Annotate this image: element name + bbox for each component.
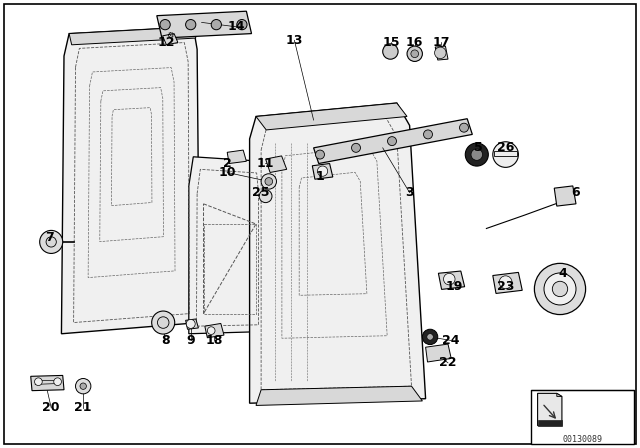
Text: 11: 11 — [257, 157, 275, 170]
Circle shape — [40, 230, 63, 254]
Polygon shape — [157, 11, 252, 38]
Circle shape — [35, 378, 42, 386]
Circle shape — [424, 130, 433, 139]
Polygon shape — [493, 272, 522, 293]
Circle shape — [422, 329, 438, 345]
Text: 12: 12 — [157, 36, 175, 49]
Circle shape — [160, 20, 170, 30]
Text: 26: 26 — [497, 141, 515, 155]
Circle shape — [152, 311, 175, 334]
Polygon shape — [256, 386, 422, 405]
Circle shape — [435, 47, 446, 59]
Polygon shape — [189, 157, 266, 334]
Circle shape — [157, 317, 169, 328]
Circle shape — [317, 166, 328, 176]
Polygon shape — [554, 186, 576, 206]
Polygon shape — [426, 344, 451, 362]
Circle shape — [493, 142, 518, 168]
Text: 6: 6 — [572, 186, 580, 199]
Polygon shape — [250, 103, 426, 403]
Text: 8: 8 — [161, 334, 170, 347]
Circle shape — [316, 150, 324, 159]
Text: 1: 1 — [316, 170, 324, 184]
Circle shape — [186, 20, 196, 30]
Polygon shape — [438, 271, 465, 289]
Polygon shape — [312, 164, 333, 179]
Circle shape — [207, 327, 215, 335]
Text: 9: 9 — [186, 334, 195, 347]
Text: 14: 14 — [228, 20, 246, 34]
Text: 00130089: 00130089 — [563, 435, 602, 444]
Text: 19: 19 — [445, 280, 463, 293]
Polygon shape — [538, 393, 562, 426]
Circle shape — [552, 281, 568, 297]
Circle shape — [186, 319, 195, 328]
Polygon shape — [538, 420, 562, 426]
Circle shape — [211, 20, 221, 30]
Text: 21: 21 — [74, 401, 92, 414]
Text: 7: 7 — [45, 231, 54, 244]
Circle shape — [259, 190, 272, 202]
Circle shape — [499, 276, 512, 289]
Circle shape — [383, 44, 398, 59]
Text: 3: 3 — [405, 186, 414, 199]
Polygon shape — [163, 34, 178, 45]
Circle shape — [54, 378, 61, 386]
Text: 4: 4 — [559, 267, 568, 280]
Text: 23: 23 — [497, 280, 515, 293]
Circle shape — [411, 50, 419, 58]
Circle shape — [46, 237, 56, 247]
Circle shape — [388, 137, 397, 146]
Text: 20: 20 — [42, 401, 60, 414]
Text: 5: 5 — [474, 141, 483, 155]
Text: 13: 13 — [285, 34, 303, 47]
Polygon shape — [61, 27, 200, 334]
Text: 2: 2 — [223, 157, 232, 170]
Polygon shape — [186, 319, 198, 329]
Circle shape — [261, 174, 276, 189]
Polygon shape — [227, 150, 246, 164]
Polygon shape — [435, 46, 448, 60]
Circle shape — [427, 334, 433, 340]
Polygon shape — [557, 393, 562, 396]
Bar — [531, 390, 634, 444]
Text: 16: 16 — [406, 36, 424, 49]
Circle shape — [460, 123, 468, 132]
Circle shape — [534, 263, 586, 314]
Circle shape — [351, 143, 360, 152]
Text: 15: 15 — [383, 36, 401, 49]
Polygon shape — [494, 151, 517, 156]
Text: 10: 10 — [218, 166, 236, 179]
Text: 25: 25 — [252, 186, 270, 199]
Polygon shape — [256, 103, 407, 130]
Text: 24: 24 — [442, 334, 460, 347]
Circle shape — [80, 383, 86, 389]
Polygon shape — [205, 323, 224, 338]
Text: 22: 22 — [439, 356, 457, 370]
Circle shape — [465, 143, 488, 166]
Circle shape — [544, 273, 576, 305]
Circle shape — [444, 273, 455, 285]
Polygon shape — [314, 119, 472, 164]
Polygon shape — [31, 375, 64, 391]
Circle shape — [407, 46, 422, 61]
Text: 17: 17 — [433, 36, 451, 49]
Polygon shape — [69, 27, 196, 45]
Circle shape — [76, 379, 91, 394]
Circle shape — [265, 177, 273, 185]
Polygon shape — [266, 156, 287, 172]
Circle shape — [237, 20, 247, 30]
Text: ⚙: ⚙ — [166, 31, 173, 40]
Circle shape — [471, 149, 483, 160]
Text: 18: 18 — [205, 334, 223, 347]
